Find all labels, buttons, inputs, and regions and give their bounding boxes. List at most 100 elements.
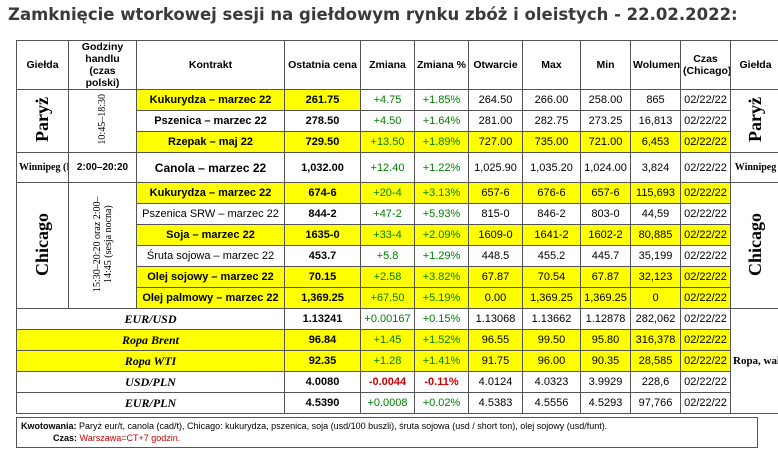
change-cell: +5.8 xyxy=(360,245,415,267)
change-cell: +13.50 xyxy=(360,131,415,153)
pct-cell: +5.93% xyxy=(414,203,469,225)
page-title: Zamknięcie wtorkowej sesji na giełdowym … xyxy=(8,5,738,24)
max-cell: 99.50 xyxy=(522,329,581,351)
max-cell: 1.13662 xyxy=(522,308,581,330)
last-cell: 844-2 xyxy=(284,203,361,225)
change-cell: +33-4 xyxy=(360,224,415,246)
volume-cell: 3,824 xyxy=(630,152,681,183)
pct-cell: +1.64% xyxy=(414,110,469,132)
pct-cell: +1.85% xyxy=(414,89,469,111)
contract-cell: Ropa WTI xyxy=(16,350,285,372)
change-cell: +47-2 xyxy=(360,203,415,225)
contract-cell: EUR/PLN xyxy=(16,392,285,414)
pct-cell: +1.89% xyxy=(414,131,469,153)
table-row: Paryż 10:45–18:30 Kukurydza – marzec 22 … xyxy=(16,89,778,153)
contract-cell: Kukurydza – marzec 22 xyxy=(136,182,285,204)
header-volume: Wolumen xyxy=(630,40,681,90)
volume-cell: 282,062 xyxy=(630,308,681,330)
open-cell: 91.75 xyxy=(468,350,523,372)
table-row: Ropa Brent 96.84 +1.45 +1.52% 96.55 99.5… xyxy=(16,329,778,351)
last-cell: 261.75 xyxy=(284,89,361,111)
contract-cell: Ropa Brent xyxy=(16,329,285,351)
volume-cell: 115,693 xyxy=(630,182,681,204)
hours-paris: 10:45–18:30 xyxy=(68,89,137,153)
header-time: Czas (Chicago) xyxy=(680,40,731,90)
open-cell: 815-0 xyxy=(468,203,523,225)
last-cell: 70.15 xyxy=(284,266,361,288)
max-cell: 4.0323 xyxy=(522,371,581,393)
min-cell: 258.00 xyxy=(580,89,631,111)
time-cell: 02/22/22 xyxy=(680,371,731,393)
open-cell: 1.13068 xyxy=(468,308,523,330)
table-row: Pszenica – marzec 22 278.50 +4.50 +1.64%… xyxy=(17,110,778,132)
contract-cell: Canola – marzec 22 xyxy=(136,152,285,183)
last-cell: 453.7 xyxy=(284,245,361,267)
change-cell: +0.00167 xyxy=(360,308,415,330)
last-cell: 96.84 xyxy=(284,329,361,351)
volume-cell: 0 xyxy=(630,287,681,309)
max-cell: 70.54 xyxy=(522,266,581,288)
group-paris: Paryż xyxy=(16,89,69,153)
table-row: EUR/PLN 4.5390 +0.0008 +0.02% 4.5383 4.5… xyxy=(16,392,778,414)
group-chicago: Chicago xyxy=(16,182,69,309)
open-cell: 448.5 xyxy=(468,245,523,267)
volume-cell: 16,813 xyxy=(630,110,681,132)
header-hours: Godziny handlu (czas polski) xyxy=(68,40,137,90)
min-cell: 1,369.25 xyxy=(580,287,631,309)
footer-notes: Kwotowania: Paryż eur/t, canola (cad/t),… xyxy=(16,417,758,448)
max-cell: 4.5556 xyxy=(522,392,581,414)
volume-cell: 28,585 xyxy=(630,350,681,372)
last-cell: 278.50 xyxy=(284,110,361,132)
header-change: Zmiana xyxy=(360,40,415,90)
table-row: USD/PLN 4.0080 -0.0044 -0.11% 4.0124 4.0… xyxy=(16,371,778,393)
open-cell: 657-6 xyxy=(468,182,523,204)
volume-cell: 316,378 xyxy=(630,329,681,351)
time-cell: 02/22/22 xyxy=(680,266,731,288)
open-cell: 1609-0 xyxy=(468,224,523,246)
header-exchange: Giełda xyxy=(16,40,69,90)
header-contract: Kontrakt xyxy=(136,40,285,90)
change-cell: +2.58 xyxy=(360,266,415,288)
max-cell: 1641-2 xyxy=(522,224,581,246)
contract-cell: Olej sojowy – marzec 22 xyxy=(136,266,285,288)
max-cell: 1,035.20 xyxy=(522,152,581,183)
table-row: Olej palmowy – marzec 22 1,369.25 +67.50… xyxy=(16,287,778,309)
min-cell: 445.7 xyxy=(580,245,631,267)
hours-winnipeg: 2:00–20:20 xyxy=(68,152,137,183)
pct-cell: +3.13% xyxy=(414,182,469,204)
last-cell: 1.13241 xyxy=(284,308,361,330)
quotes-note: Kwotowania: Paryż eur/t, canola (cad/t),… xyxy=(21,420,753,432)
time-cell: 02/22/22 xyxy=(680,203,731,225)
contract-cell: Soja – marzec 22 xyxy=(136,224,285,246)
change-cell: -0.0044 xyxy=(360,371,415,393)
change-cell: +4.75 xyxy=(360,89,415,111)
last-cell: 1,369.25 xyxy=(284,287,361,309)
change-cell: +20-4 xyxy=(360,182,415,204)
time-cell: 02/22/22 xyxy=(680,182,731,204)
max-cell: 676-6 xyxy=(522,182,581,204)
header-exchange-right: Giełda xyxy=(730,40,778,90)
time-cell: 02/22/22 xyxy=(680,350,731,372)
time-cell: 02/22/22 xyxy=(680,152,731,183)
pct-cell: +3.82% xyxy=(414,266,469,288)
group-winnipeg-right: Winnipeg xyxy=(730,152,778,183)
min-cell: 90.35 xyxy=(580,350,631,372)
quotes-note-label: Kwotowania: xyxy=(21,421,77,431)
open-cell: 67.87 xyxy=(468,266,523,288)
group-paris-right: Paryż xyxy=(730,89,778,153)
open-cell: 1,025.90 xyxy=(468,152,523,183)
table-row: Śruta sojowa – marzec 22 453.7 +5.8 +1.2… xyxy=(17,245,778,267)
contract-cell: Pszenica – marzec 22 xyxy=(136,110,285,132)
open-cell: 281.00 xyxy=(468,110,523,132)
max-cell: 846-2 xyxy=(522,203,581,225)
table-row: Rzepak – maj 22 729.50 +13.50 +1.89% 727… xyxy=(16,131,778,153)
time-cell: 02/22/22 xyxy=(680,287,731,309)
header-max: Max xyxy=(522,40,581,90)
max-cell: 735.00 xyxy=(522,131,581,153)
pct-cell: +0.15% xyxy=(414,308,469,330)
table-row: Soja – marzec 22 1635-0 +33-4 +2.09% 160… xyxy=(16,224,778,246)
open-cell: 264.50 xyxy=(468,89,523,111)
volume-cell: 228,6 xyxy=(630,371,681,393)
change-cell: +12.40 xyxy=(360,152,415,183)
volume-cell: 97,766 xyxy=(630,392,681,414)
